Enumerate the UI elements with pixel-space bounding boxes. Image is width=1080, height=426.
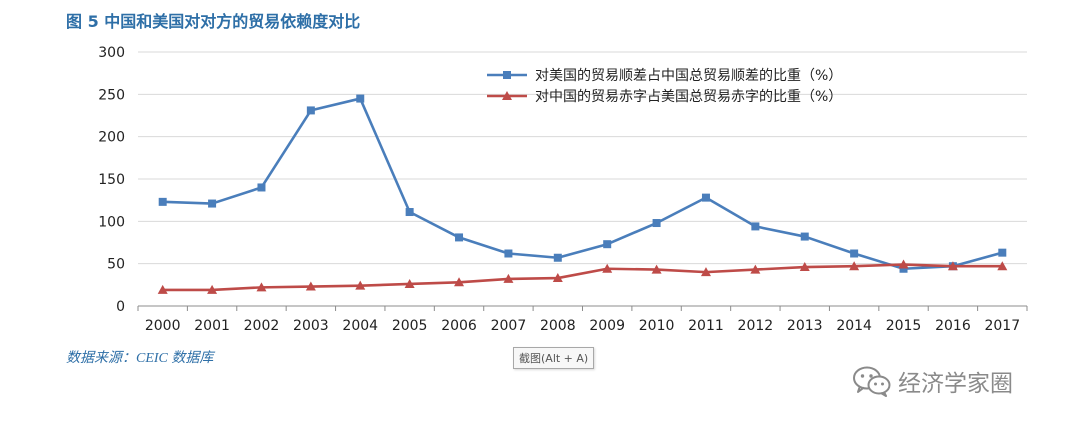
chart-title: 图 5 中国和美国对对方的贸易依赖度对比 (66, 12, 361, 31)
data-point (502, 91, 512, 100)
data-point (997, 261, 1008, 271)
data-point (355, 280, 366, 290)
data-point (208, 199, 217, 208)
x-tick-label: 2009 (589, 318, 625, 334)
data-point (603, 240, 612, 249)
data-point (504, 249, 513, 258)
data-point (356, 94, 365, 103)
data-point (553, 253, 562, 262)
data-point (898, 259, 909, 269)
data-point (800, 232, 809, 241)
x-tick-label: 2004 (342, 318, 378, 334)
data-point (850, 249, 859, 258)
x-tick-label: 2013 (787, 318, 823, 334)
series-lines (157, 94, 1008, 294)
data-point (157, 284, 168, 294)
x-tick-label: 2000 (145, 318, 181, 334)
legend-label: 对中国的贸易赤字占美国总贸易赤字的比重（%） (535, 89, 842, 105)
data-point (455, 233, 464, 242)
x-tick-label: 2015 (886, 318, 922, 334)
x-tick-label: 2016 (935, 318, 971, 334)
x-tick-label: 2008 (540, 318, 576, 334)
data-point (306, 106, 315, 115)
data-point (552, 273, 563, 283)
data-point (700, 267, 711, 277)
gridlines (138, 51, 1027, 265)
x-tick-label: 2014 (836, 318, 872, 334)
x-tick-label: 2005 (392, 318, 428, 334)
y-tick-label: 300 (98, 45, 125, 61)
y-tick-label: 250 (98, 87, 125, 103)
y-tick-label: 100 (98, 214, 125, 230)
data-point (998, 248, 1007, 257)
wechat-icon (853, 366, 891, 397)
data-point (751, 222, 760, 231)
y-tick-label: 150 (98, 172, 125, 188)
data-point (305, 281, 316, 291)
x-tick-label: 2006 (441, 318, 477, 334)
x-tick-label: 2010 (639, 318, 675, 334)
data-source-note: 数据来源：CEIC 数据库 (66, 351, 214, 366)
data-point (899, 264, 908, 273)
x-tick-label: 2001 (194, 318, 230, 334)
data-point (404, 278, 415, 288)
series-line (162, 263, 1003, 292)
series-line (162, 97, 1003, 271)
screenshot-tooltip: 截图(Alt + A) (513, 347, 595, 369)
watermark: 经济学家圈 (852, 364, 1013, 398)
legend-label: 对美国的贸易顺差占中国总贸易顺差的比重（%） (535, 68, 842, 84)
x-tick-label: 2002 (244, 318, 280, 334)
axes: 0 50 100 150 200 250 300 2000 2001 2002 2003 2004 20… (98, 45, 1028, 334)
data-point (849, 261, 860, 271)
x-tick-label: 2017 (984, 318, 1020, 334)
data-point (799, 262, 810, 272)
data-point (256, 282, 267, 292)
series-china-share-of-us-deficit (157, 259, 1008, 294)
data-point (701, 193, 710, 202)
x-tick-label: 2011 (688, 318, 724, 334)
data-point (652, 219, 661, 228)
watermark-text: 经济学家圈 (898, 371, 1013, 397)
y-tick-label: 0 (116, 299, 125, 315)
x-tick-label: 2003 (293, 318, 329, 334)
x-tick-label: 2012 (738, 318, 774, 334)
series-us-share-of-china-surplus (158, 94, 1007, 273)
data-point (158, 197, 167, 206)
y-tick-label: 200 (98, 130, 125, 146)
data-point (503, 273, 514, 283)
y-tick-label: 50 (107, 257, 125, 273)
legend: 对美国的贸易顺差占中国总贸易顺差的比重（%） 对中国的贸易赤字占美国总贸易赤字的比… (487, 68, 842, 105)
data-point (405, 208, 414, 217)
data-point (257, 183, 266, 192)
data-point (503, 71, 511, 79)
data-point (207, 284, 218, 294)
data-point (947, 261, 958, 271)
data-point (651, 264, 662, 274)
data-point (454, 277, 465, 287)
data-point (750, 264, 761, 274)
data-point (602, 263, 613, 273)
x-tick-label: 2007 (491, 318, 527, 334)
